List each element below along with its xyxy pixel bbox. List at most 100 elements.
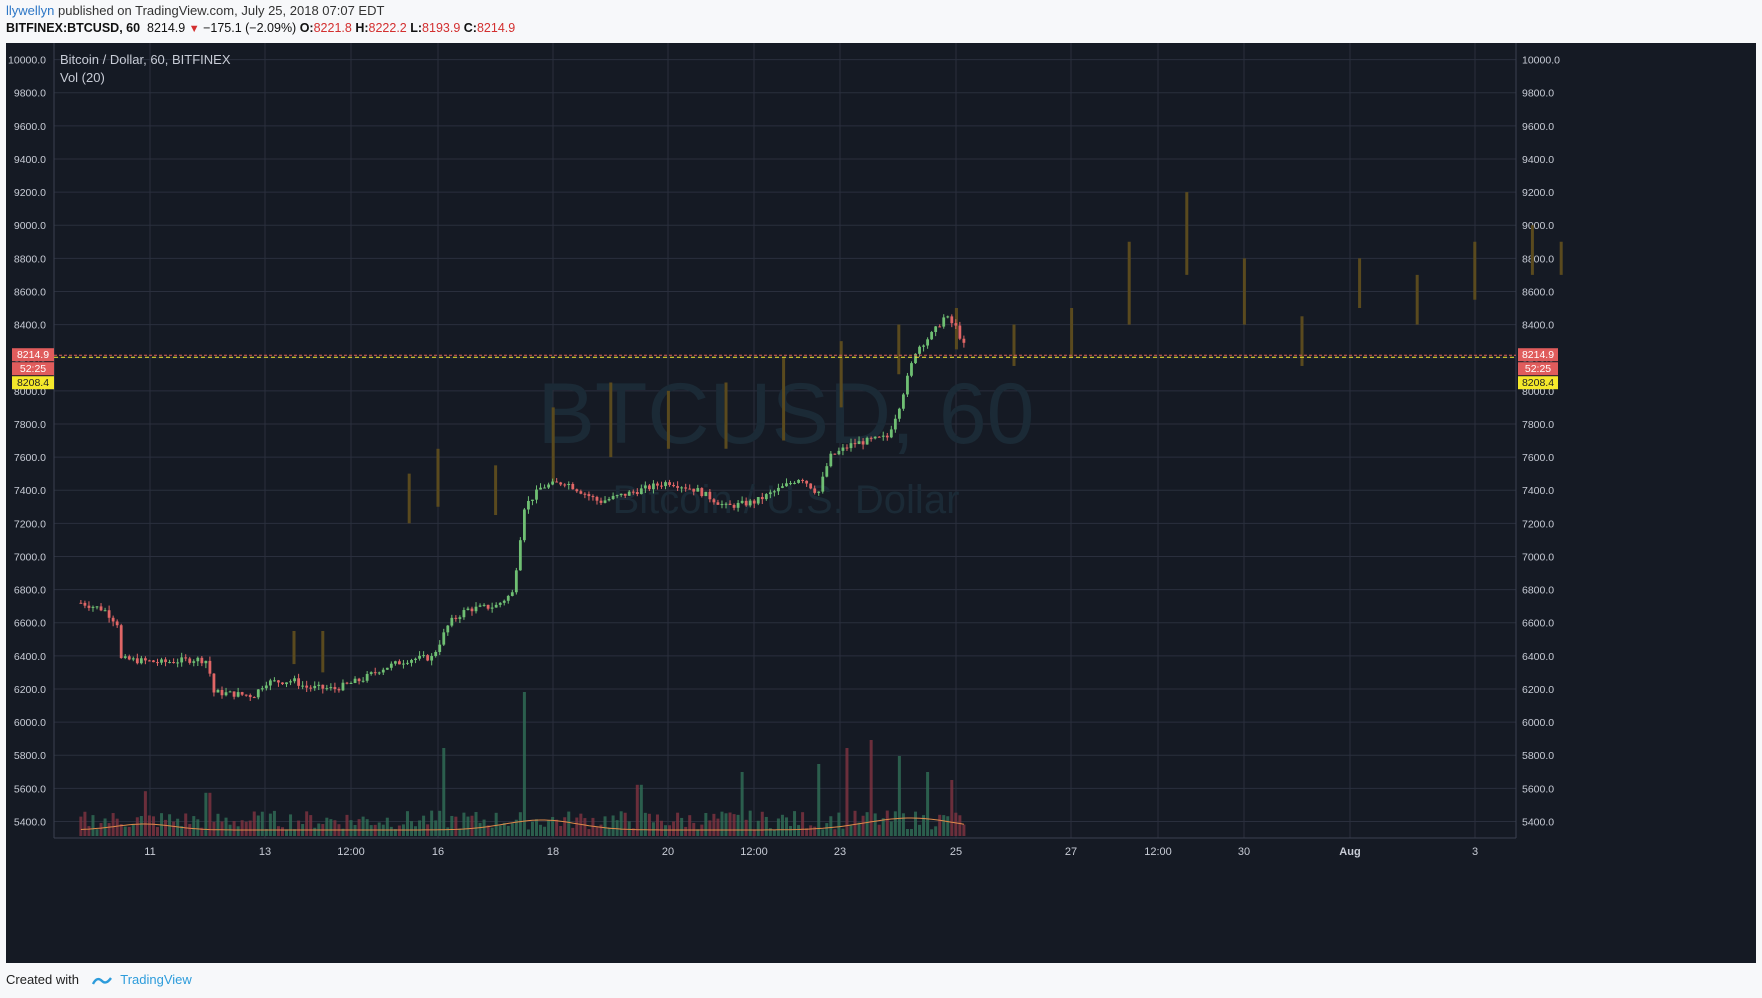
candle-body <box>494 604 498 608</box>
volume-bar <box>950 780 954 836</box>
volume-bar <box>845 748 849 836</box>
volume-bar <box>204 792 208 836</box>
symbol-label[interactable]: BITFINEX:BTCUSD, 60 <box>6 21 141 35</box>
volume-bar <box>704 813 708 836</box>
candle-body <box>893 418 897 430</box>
volume-bar <box>889 821 893 836</box>
price-chart[interactable]: 5400.0 5400.0 5600.0 5600.0 5800.0 5800.0 6000… <box>6 43 1756 963</box>
volume-ma-line <box>80 817 964 831</box>
y-tick-label-right: 7200.0 <box>1522 518 1554 530</box>
volume-bar <box>901 813 905 836</box>
volume-bar <box>333 820 337 836</box>
candle-body <box>962 338 966 343</box>
volume-bar <box>264 828 268 836</box>
candle-body <box>506 595 510 601</box>
candle-body <box>180 657 184 663</box>
candle-body <box>829 453 833 467</box>
volume-bar <box>135 817 139 836</box>
volume-bar <box>958 815 962 836</box>
volume-bar <box>942 815 946 836</box>
candle-body <box>736 502 740 508</box>
volume-bar <box>583 818 587 836</box>
volume-bar <box>349 820 353 836</box>
candle-body <box>631 491 635 493</box>
candle-body <box>768 492 772 495</box>
chart-title[interactable]: Bitcoin / Dollar, 60, BITFINEX <box>60 52 231 67</box>
volume-bar <box>668 825 672 836</box>
candle-body <box>623 493 627 496</box>
volume-bar <box>643 812 647 836</box>
volume-bar <box>325 817 329 836</box>
candle-body <box>103 610 107 612</box>
volume-bar <box>131 823 135 836</box>
volume-bar <box>410 821 414 836</box>
candle-body <box>184 657 188 659</box>
volume-bar <box>393 829 397 836</box>
volume-bar <box>736 814 740 836</box>
candle-body <box>704 491 708 497</box>
candle-body <box>244 694 248 696</box>
candle-body <box>906 375 909 395</box>
candle-body <box>188 658 192 663</box>
candle-body <box>385 667 389 670</box>
candle-body <box>115 621 119 626</box>
candle-body <box>414 658 417 660</box>
candle-body <box>498 602 502 605</box>
volume-bar <box>547 820 551 836</box>
volume-bar <box>329 819 333 836</box>
price-level-tag-left: 8208.4 <box>17 377 49 389</box>
volume-bar <box>817 764 821 836</box>
volume-bar <box>946 816 950 836</box>
candle-body <box>700 488 704 497</box>
candle-body <box>535 489 538 500</box>
publish-line: llywellyn published on TradingView.com, … <box>6 3 384 19</box>
tradingview-link[interactable]: TradingView <box>120 972 192 987</box>
volume-bar <box>595 826 599 836</box>
candle-body <box>466 608 470 611</box>
volume-bar <box>829 816 833 836</box>
volume-bar <box>659 820 663 836</box>
candle-body <box>357 678 361 682</box>
candle-body <box>752 500 756 504</box>
candle-body <box>639 488 643 495</box>
y-tick-label-left: 5400.0 <box>14 816 46 828</box>
volume-bar <box>87 826 91 836</box>
volume-bar <box>95 829 99 836</box>
candle-body <box>567 484 571 486</box>
volume-bar <box>240 820 244 836</box>
candle-body <box>200 657 204 664</box>
volume-bar <box>551 817 555 836</box>
volume-bar <box>692 822 696 836</box>
candle-body <box>410 659 413 663</box>
candle-body <box>224 692 228 696</box>
volume-bar <box>768 828 772 836</box>
candle-body <box>393 661 397 664</box>
candle-body <box>680 487 684 489</box>
y-tick-label-left: 6200.0 <box>14 684 46 696</box>
candle-body <box>934 326 938 333</box>
candle-body <box>668 482 671 485</box>
volume-bar <box>744 819 748 836</box>
candle-body <box>930 332 934 340</box>
author-link[interactable]: llywellyn <box>6 3 55 18</box>
chart-area[interactable]: 5400.0 5400.0 5600.0 5600.0 5800.0 5800.0 6000… <box>6 43 1756 963</box>
candle-body <box>139 658 143 664</box>
candle-body <box>881 435 885 437</box>
volume-bar <box>539 824 543 836</box>
candle-body <box>781 486 784 488</box>
candle-body <box>724 503 728 505</box>
volume-bar <box>389 826 393 836</box>
volume-bar <box>83 811 87 836</box>
low-label: L: <box>410 21 423 35</box>
volume-bar <box>696 829 700 836</box>
candle-body <box>510 592 514 596</box>
candle-body <box>143 658 147 661</box>
candle-body <box>841 447 845 451</box>
candle-body <box>430 656 434 661</box>
volume-bar <box>168 814 172 836</box>
candle-body <box>732 504 736 508</box>
volume-indicator-label[interactable]: Vol (20) <box>60 70 105 85</box>
y-tick-label-right: 8400.0 <box>1522 320 1554 332</box>
volume-bar <box>289 814 293 836</box>
x-tick-label: 12:00 <box>1144 846 1172 858</box>
